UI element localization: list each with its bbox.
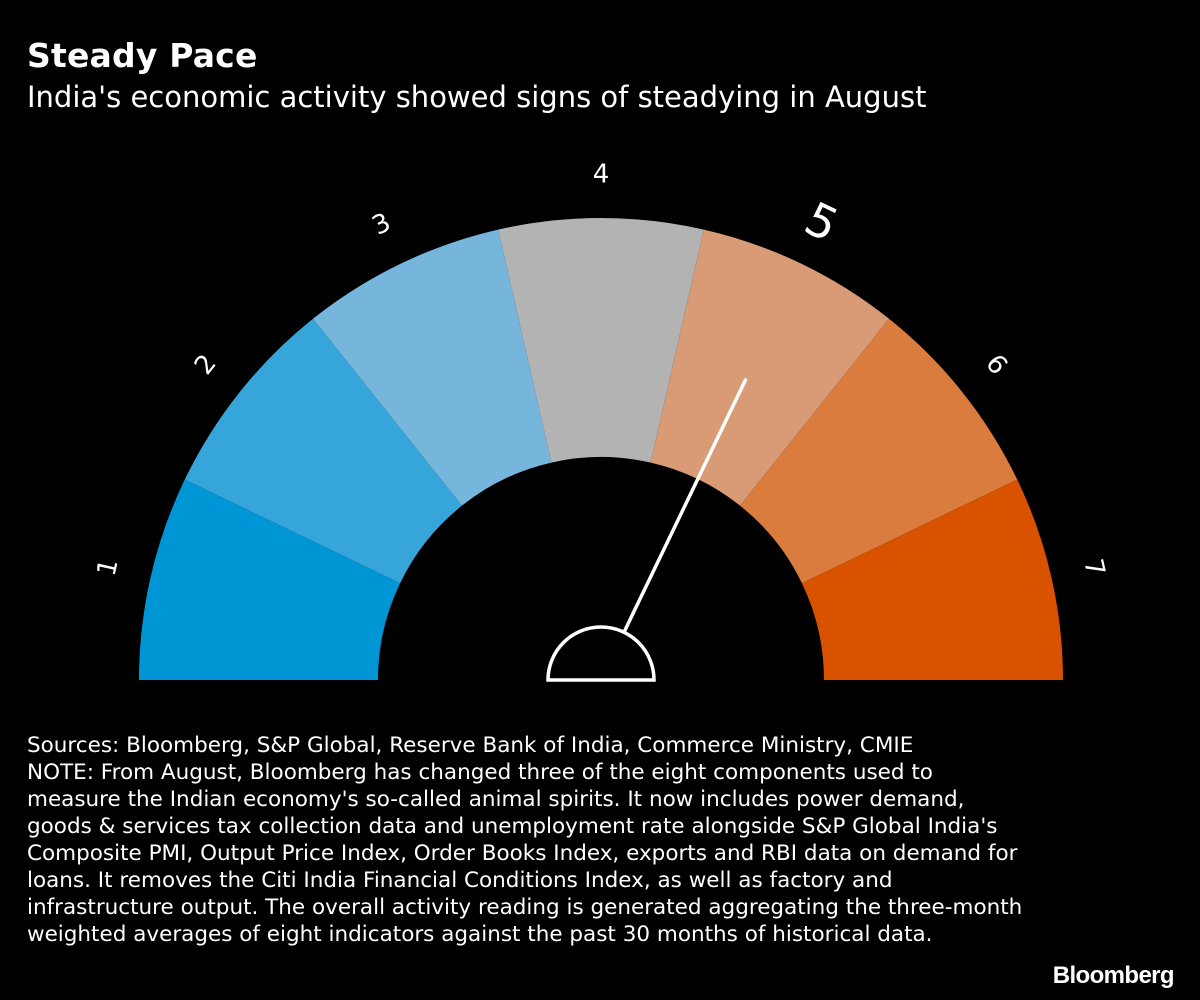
chart-subtitle: India's economic activity showed signs o… — [27, 80, 927, 114]
bloomberg-logo: Bloomberg — [1052, 962, 1175, 989]
gauge-label-6: 6 — [979, 349, 1013, 381]
gauge-segment-2 — [184, 318, 462, 584]
gauge-segment-4 — [498, 218, 704, 463]
gauge-segment-6 — [740, 318, 1018, 584]
gauge-label-5: 5 — [797, 191, 847, 252]
note-text: NOTE: From August, Bloomberg has changed… — [27, 760, 1023, 947]
chart-title: Steady Pace — [27, 36, 258, 75]
gauge-label-7: 7 — [1077, 556, 1110, 579]
sources-text: Sources: Bloomberg, S&P Global, Reserve … — [27, 733, 914, 758]
gauge-needle — [622, 378, 748, 634]
gauge-segment-7 — [801, 479, 1063, 680]
gauge-segment-5 — [650, 229, 890, 506]
gauge-segment-3 — [312, 229, 552, 506]
footnote: Sources: Bloomberg, S&P Global, Reserve … — [27, 732, 1027, 948]
gauge-segment-1 — [139, 479, 401, 680]
gauge-segments — [139, 218, 1063, 680]
gauge-label-2: 2 — [189, 349, 223, 381]
gauge-label-3: 3 — [368, 207, 396, 241]
gauge-label-4: 4 — [593, 160, 610, 190]
gauge-needle-hub — [546, 625, 656, 682]
activity-gauge: 1 2 3 4 5 6 7 — [92, 160, 1110, 682]
gauge-label-1: 1 — [92, 556, 125, 579]
